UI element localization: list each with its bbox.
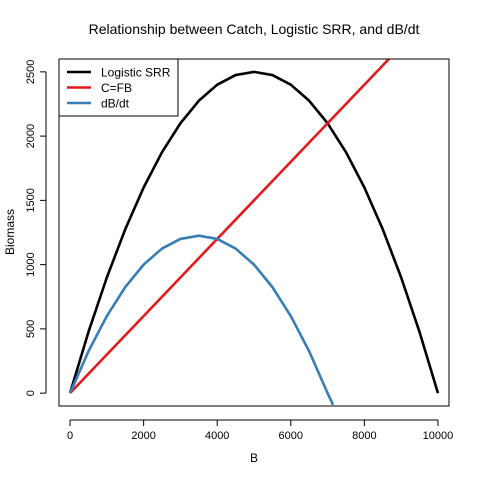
series-line-2 xyxy=(68,234,335,406)
plot-frame xyxy=(58,58,450,407)
x-tick-label: 0 xyxy=(67,430,73,442)
x-tick-label: 2000 xyxy=(131,430,155,442)
series-line-0 xyxy=(68,70,440,394)
legend-label-0: Logistic SRR xyxy=(101,66,171,80)
chart-title: Relationship between Catch, Logistic SRR… xyxy=(89,21,420,37)
x-tick-label: 6000 xyxy=(279,430,303,442)
legend-label-2: dB/dt xyxy=(101,97,130,111)
x-tick-label: 10000 xyxy=(423,430,454,442)
x-axis-label: B xyxy=(250,451,258,465)
y-tick-label: 500 xyxy=(25,320,37,338)
x-tick-label: 8000 xyxy=(352,430,376,442)
legend-label-1: C=FB xyxy=(101,81,132,95)
y-tick-label: 1500 xyxy=(25,188,37,212)
y-tick-label: 0 xyxy=(25,390,37,396)
y-tick-label: 2000 xyxy=(25,124,37,148)
x-axis: 0 2000 4000 6000 8000 10000 xyxy=(67,419,454,442)
x-tick-label: 4000 xyxy=(205,430,229,442)
y-axis: 0 500 1000 1500 2000 2500 xyxy=(25,60,47,396)
y-tick-label: 2500 xyxy=(25,60,37,84)
series-layer xyxy=(68,59,440,406)
y-axis-label: Biomass xyxy=(3,209,17,255)
series-line-1 xyxy=(69,59,391,395)
y-tick-label: 1000 xyxy=(25,252,37,276)
